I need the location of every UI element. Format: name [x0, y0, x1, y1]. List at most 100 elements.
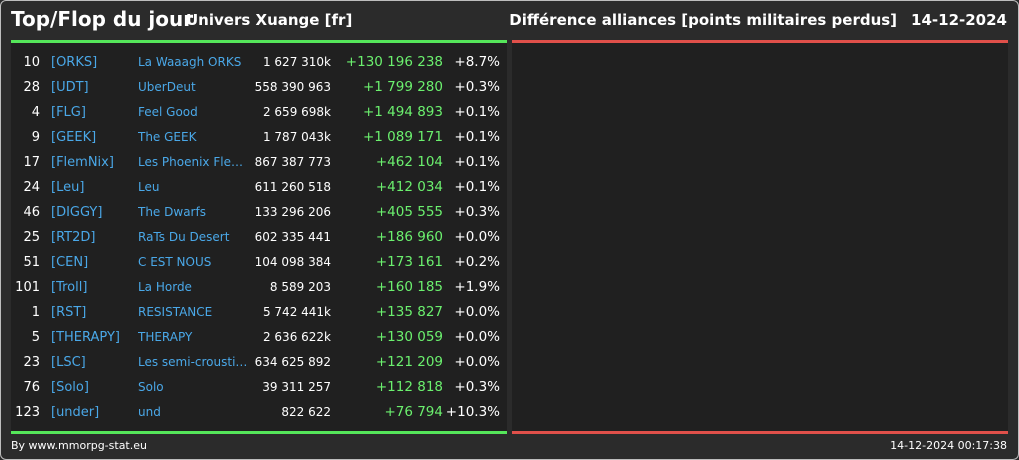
alliance-rank: 51	[23, 255, 40, 270]
percent-change: +8.7%	[454, 54, 500, 70]
alliance-name[interactable]: The Dwarfs	[138, 205, 206, 219]
alliance-tag[interactable]: [Solo]	[51, 380, 89, 395]
percent-change: +0.1%	[454, 154, 500, 170]
list-item: 9 [GEEK] The GEEK 1 787 043k +1 089 171 +0.1%	[11, 126, 507, 151]
points-difference: +1 089 171	[362, 129, 443, 145]
alliance-name[interactable]: RaTs Du Desert	[138, 230, 230, 244]
points-difference: +76 794	[384, 404, 443, 420]
alliance-tag[interactable]: [FLG]	[51, 105, 86, 120]
alliance-points: 5 742 441k	[262, 305, 331, 319]
universe-label: Univers Xuange [fr]	[186, 11, 353, 29]
page-title: Top/Flop du jour	[11, 7, 194, 31]
percent-change: +0.3%	[454, 79, 500, 95]
top-panel: 10 [ORKS] La Waaagh ORKS 1 627 310k +130 196…	[11, 40, 507, 434]
points-difference: +1 799 280	[362, 79, 443, 95]
footer-credit: By www.mmorpg-stat.eu	[11, 439, 147, 452]
alliance-name[interactable]: The GEEK	[138, 130, 197, 144]
alliance-rank: 25	[23, 230, 40, 245]
percent-change: +0.2%	[454, 254, 500, 270]
list-item: 17 [FlemNix] Les Phoenix Flem... 867 387 77…	[11, 151, 507, 176]
list-item: 46 [DIGGY] The Dwarfs 133 296 206 +405 555 +0…	[11, 201, 507, 226]
list-item: 24 [Leu] Leu 611 260 518 +412 034 +0.1%	[11, 176, 507, 201]
alliance-name[interactable]: La Waaagh ORKS	[138, 55, 242, 69]
list-item: 123 [under] und 822 622 +76 794 +10.3%	[11, 401, 507, 426]
percent-change: +0.0%	[454, 229, 500, 245]
alliance-name[interactable]: C EST NOUS	[138, 255, 212, 269]
header-right: Différence alliances [points militaires …	[509, 11, 1007, 29]
list-item: 76 [Solo] Solo 39 311 257 +112 818 +0.3%	[11, 376, 507, 401]
alliance-points: 822 622	[281, 405, 331, 419]
alliance-tag[interactable]: [Troll]	[51, 280, 88, 295]
list-item: 4 [FLG] Feel Good 2 659 698k +1 494 893 +0.1%	[11, 101, 507, 126]
header-date: 14-12-2024	[911, 11, 1007, 29]
alliance-rank: 23	[23, 355, 40, 370]
alliance-name[interactable]: Leu	[138, 180, 160, 194]
alliance-points: 634 625 892	[254, 355, 331, 369]
alliance-rank: 123	[15, 405, 40, 420]
points-difference: +112 818	[375, 379, 443, 395]
list-item: 101 [Troll] La Horde 8 589 203 +160 185 +1.9%	[11, 276, 507, 301]
percent-change: +0.3%	[454, 379, 500, 395]
alliance-rank: 4	[31, 105, 40, 120]
alliance-rank: 17	[23, 155, 40, 170]
alliance-tag[interactable]: [LSC]	[51, 355, 86, 370]
alliance-points: 1 627 310k	[262, 55, 331, 69]
alliance-name[interactable]: Les Phoenix Flem...	[138, 155, 250, 169]
alliance-points: 1 787 043k	[262, 130, 331, 144]
list-item: 5 [THERAPY] THERAPY 2 636 622k +130 059 +0.0%	[11, 326, 507, 351]
alliance-tag[interactable]: [RST]	[51, 305, 87, 320]
subject-label: Différence alliances [points militaires …	[509, 11, 898, 29]
percent-change: +0.1%	[454, 104, 500, 120]
alliance-name[interactable]: Solo	[138, 380, 164, 394]
alliance-name[interactable]: THERAPY	[138, 330, 193, 344]
alliance-name[interactable]: Les semi-croustilla...	[138, 355, 250, 369]
alliance-tag[interactable]: [under]	[51, 405, 100, 420]
percent-change: +0.1%	[454, 179, 500, 195]
top-list: 10 [ORKS] La Waaagh ORKS 1 627 310k +130 196…	[11, 51, 507, 426]
list-item: 1 [RST] RESISTANCE 5 742 441k +135 827 +0.0%	[11, 301, 507, 326]
points-difference: +130 059	[375, 329, 443, 345]
alliance-name[interactable]: UberDeut	[138, 80, 196, 94]
alliance-tag[interactable]: [THERAPY]	[51, 330, 120, 345]
alliance-tag[interactable]: [DIGGY]	[51, 205, 103, 220]
footer-timestamp: 14-12-2024 00:17:38	[890, 439, 1007, 452]
alliance-tag[interactable]: [ORKS]	[51, 55, 98, 70]
alliance-name[interactable]: und	[138, 405, 161, 419]
alliance-rank: 5	[31, 330, 40, 345]
percent-change: +0.3%	[454, 204, 500, 220]
points-difference: +130 196 238	[345, 54, 443, 70]
alliance-tag[interactable]: [CEN]	[51, 255, 89, 270]
alliance-tag[interactable]: [RT2D]	[51, 230, 96, 245]
alliance-name[interactable]: RESISTANCE	[138, 305, 213, 319]
percent-change: +0.0%	[454, 329, 500, 345]
alliance-rank: 46	[23, 205, 40, 220]
points-difference: +135 827	[375, 304, 443, 320]
percent-change: +0.1%	[454, 129, 500, 145]
alliance-tag[interactable]: [Leu]	[51, 180, 85, 195]
list-item: 51 [CEN] C EST NOUS 104 098 384 +173 161 +0.2…	[11, 251, 507, 276]
points-difference: +173 161	[375, 254, 443, 270]
alliance-tag[interactable]: [FlemNix]	[51, 155, 114, 170]
points-difference: +186 960	[375, 229, 443, 245]
alliance-points: 558 390 963	[254, 80, 331, 94]
points-difference: +462 104	[375, 154, 443, 170]
list-item: 25 [RT2D] RaTs Du Desert 602 335 441 +186 96…	[11, 226, 507, 251]
alliance-points: 2 636 622k	[262, 330, 331, 344]
alliance-points: 104 098 384	[254, 255, 331, 269]
alliance-points: 8 589 203	[269, 280, 331, 294]
flop-panel	[512, 40, 1008, 434]
list-item: 10 [ORKS] La Waaagh ORKS 1 627 310k +130 196…	[11, 51, 507, 76]
alliance-tag[interactable]: [GEEK]	[51, 130, 97, 145]
alliance-name[interactable]: Feel Good	[138, 105, 198, 119]
percent-change: +0.0%	[454, 304, 500, 320]
alliance-points: 867 387 773	[254, 155, 331, 169]
alliance-points: 602 335 441	[254, 230, 331, 244]
percent-change: +0.0%	[454, 354, 500, 370]
alliance-tag[interactable]: [UDT]	[51, 80, 89, 95]
alliance-points: 39 311 257	[262, 380, 331, 394]
list-item: 23 [LSC] Les semi-croustilla... 634 625 892…	[11, 351, 507, 376]
alliance-rank: 76	[23, 380, 40, 395]
points-difference: +121 209	[375, 354, 443, 370]
points-difference: +412 034	[375, 179, 443, 195]
alliance-name[interactable]: La Horde	[138, 280, 192, 294]
